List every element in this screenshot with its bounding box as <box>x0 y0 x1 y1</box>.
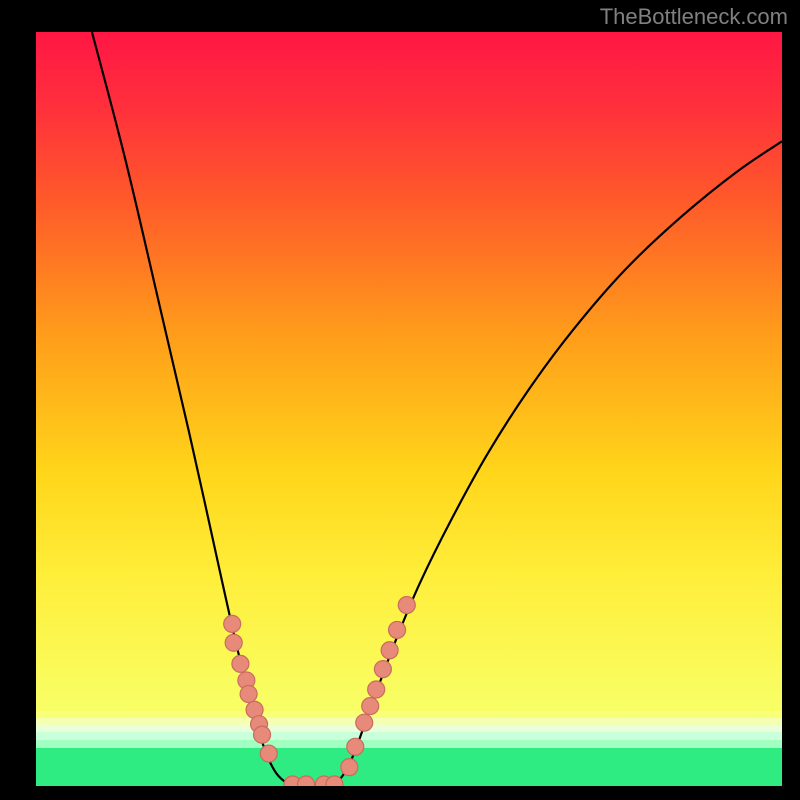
marker-point <box>254 726 271 743</box>
marker-point <box>347 738 364 755</box>
watermark-text: TheBottleneck.com <box>600 4 788 30</box>
chart-container: TheBottleneck.com <box>0 0 800 800</box>
left-curve <box>92 32 293 784</box>
marker-point <box>381 642 398 659</box>
right-curve <box>334 141 782 784</box>
marker-point <box>298 776 315 786</box>
marker-point <box>240 686 257 703</box>
marker-point <box>224 615 241 632</box>
marker-point <box>368 681 385 698</box>
marker-point <box>374 661 391 678</box>
marker-point <box>341 759 358 776</box>
curve-overlay <box>36 32 782 786</box>
plot-area <box>36 32 782 786</box>
marker-point <box>398 597 415 614</box>
marker-point <box>389 621 406 638</box>
marker-point <box>362 698 379 715</box>
marker-point <box>232 655 249 672</box>
marker-point <box>356 714 373 731</box>
marker-point <box>225 634 242 651</box>
marker-point <box>260 745 277 762</box>
